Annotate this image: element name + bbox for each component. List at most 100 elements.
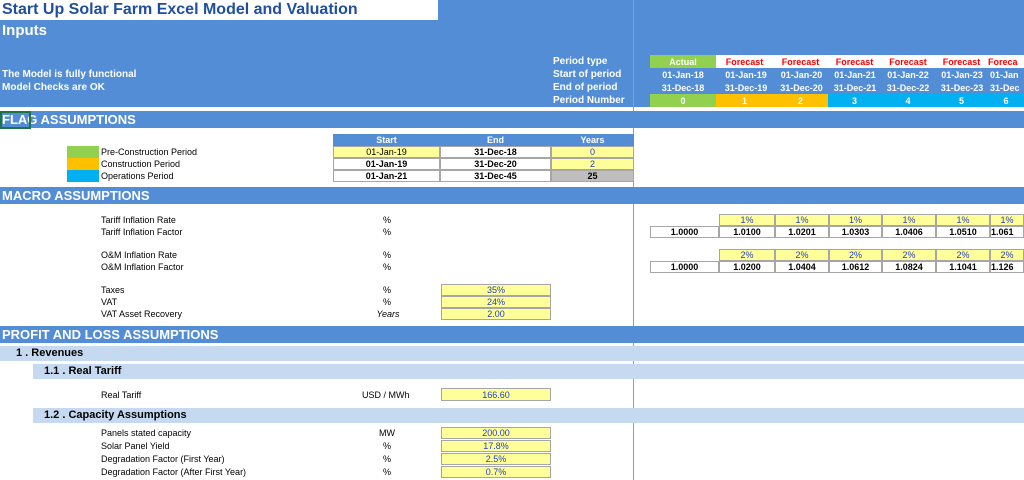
flag-years-value[interactable]: 0: [551, 146, 634, 158]
vat-label: VAT: [101, 297, 118, 307]
capacity-row-label: Degradation Factor (First Year): [101, 454, 225, 464]
om-factor-value: 1.0200: [719, 261, 775, 273]
tariff-rate-input[interactable]: 1%: [936, 214, 990, 226]
flag-header-years: Years: [551, 134, 634, 146]
capacity-input[interactable]: 200.00: [441, 427, 551, 439]
flag-start-input[interactable]: 01-Jan-19: [333, 146, 440, 158]
capacity-bar: [33, 408, 1024, 423]
degradation-first-input[interactable]: 2.5%: [441, 453, 551, 465]
swatch-construction: [67, 158, 99, 170]
om-rate-input[interactable]: 2%: [990, 249, 1024, 261]
om-rate-label: O&M Inflation Rate: [101, 250, 178, 260]
period-type-actual: Actual: [650, 55, 716, 68]
om-rate-input[interactable]: 2%: [775, 249, 829, 261]
period-start: 01-Jan-22: [887, 69, 929, 80]
om-rate-input[interactable]: 2%: [936, 249, 990, 261]
period-end: 31-Dec: [990, 82, 1020, 93]
flag-section-bar: [0, 111, 1024, 128]
period-end: 31-Dec-21: [833, 82, 877, 93]
tariff-factor-value: 1.0000: [650, 226, 719, 238]
vat-unit: %: [382, 297, 391, 307]
period-end: 31-Dec-23: [940, 82, 984, 93]
om-factor-value: 1.0404: [775, 261, 829, 273]
period-start: 01-Jan-18: [662, 69, 704, 80]
period-end: 31-Dec-19: [724, 82, 768, 93]
tariff-rate-unit: %: [382, 215, 391, 225]
period-start: 01-Jan-23: [941, 69, 983, 80]
tariff-factor-value: 1.0100: [719, 226, 775, 238]
pl-section-bar: [0, 326, 1024, 343]
period-type-forecast: Forecast: [935, 55, 988, 68]
taxes-input[interactable]: 35%: [441, 284, 551, 296]
capacity-header: 1.2 . Capacity Assumptions: [44, 409, 187, 421]
om-rate-unit: %: [382, 250, 391, 260]
period-start: 01-Jan-20: [780, 69, 823, 80]
period-end: 31-Dec-22: [886, 82, 930, 93]
period-number: 1: [716, 94, 773, 107]
period-number: 0: [650, 94, 716, 107]
vat-recovery-label: VAT Asset Recovery: [101, 309, 183, 319]
tariff-factor-value: 1.0510: [936, 226, 990, 238]
tariff-rate-input[interactable]: 1%: [775, 214, 829, 226]
flag-header-end: End: [440, 134, 551, 146]
om-rate-input[interactable]: 2%: [882, 249, 936, 261]
revenues-header: 1 . Revenues: [16, 347, 84, 359]
capacity-row-label: Degradation Factor (After First Year): [101, 467, 247, 477]
tariff-factor-unit: %: [382, 227, 391, 237]
period-number: 5: [935, 94, 988, 107]
capacity-row-unit: %: [382, 441, 391, 451]
sheet-subtitle: Inputs: [2, 22, 47, 39]
real-tariff-input[interactable]: 166.60: [441, 388, 551, 401]
degradation-after-input[interactable]: 0.7%: [441, 466, 551, 478]
revenues-bar: [0, 346, 1024, 361]
flag-row-label: Pre-Construction Period: [101, 147, 198, 157]
tariff-factor-value: 1.0201: [775, 226, 829, 238]
flag-section-title: FLAG ASSUMPTIONS: [2, 112, 136, 127]
selected-cell-indicator[interactable]: [0, 111, 31, 129]
tariff-rate-input[interactable]: 1%: [719, 214, 775, 226]
om-factor-unit: %: [382, 262, 391, 272]
column-divider: [633, 0, 634, 480]
period-start: 01-Jan-21: [834, 69, 876, 80]
om-rate-input[interactable]: 2%: [829, 249, 882, 261]
page-title: Start Up Solar Farm Excel Model and Valu…: [2, 1, 358, 18]
tariff-factor-value: 1.0303: [829, 226, 882, 238]
vat-input[interactable]: 24%: [441, 296, 551, 308]
swatch-operations: [67, 170, 99, 182]
period-start: 01-Jan: [990, 69, 1019, 80]
macro-section-title: MACRO ASSUMPTIONS: [2, 188, 150, 203]
period-number: 3: [828, 94, 881, 107]
period-type-forecast: Forecast: [881, 55, 935, 68]
yield-input[interactable]: 17.8%: [441, 440, 551, 452]
period-type-forecast: Forecast: [828, 55, 881, 68]
capacity-row-unit: %: [382, 454, 391, 464]
om-factor-value: 1.0000: [650, 261, 719, 273]
vat-recovery-unit: Years: [376, 309, 400, 319]
flag-years-value: 25: [551, 170, 634, 182]
vat-recovery-input[interactable]: 2.00: [441, 308, 551, 320]
tariff-factor-value: 1.0406: [882, 226, 936, 238]
tariff-rate-input[interactable]: 1%: [990, 214, 1024, 226]
period-number: 4: [881, 94, 935, 107]
capacity-row-unit: %: [382, 467, 391, 477]
pl-section-title: PROFIT AND LOSS ASSUMPTIONS: [2, 327, 219, 342]
om-factor-value: 1.126: [990, 261, 1024, 273]
flag-row-label: Construction Period: [101, 159, 181, 169]
tariff-rate-input[interactable]: 1%: [829, 214, 882, 226]
flag-row-label: Operations Period: [101, 171, 174, 181]
label-start-of-period: Start of period: [553, 69, 622, 80]
tariff-rate-label: Tariff Inflation Rate: [101, 215, 176, 225]
flag-start-value: 01-Jan-21: [333, 170, 440, 182]
tariff-rate-input[interactable]: 1%: [882, 214, 936, 226]
status-model-checks: Model Checks are OK: [2, 82, 105, 93]
om-factor-value: 1.0612: [829, 261, 882, 273]
capacity-row-label: Panels stated capacity: [101, 428, 192, 438]
period-end: 31-Dec-18: [661, 82, 705, 93]
period-type-forecast: Forecast: [716, 55, 773, 68]
flag-years-input[interactable]: 2: [551, 158, 634, 170]
om-rate-input[interactable]: 2%: [719, 249, 775, 261]
capacity-row-unit: MW: [379, 428, 395, 438]
flag-end-value: 31-Dec-18: [440, 146, 551, 158]
title-bar: [0, 0, 438, 20]
label-period-type: Period type: [553, 56, 608, 67]
